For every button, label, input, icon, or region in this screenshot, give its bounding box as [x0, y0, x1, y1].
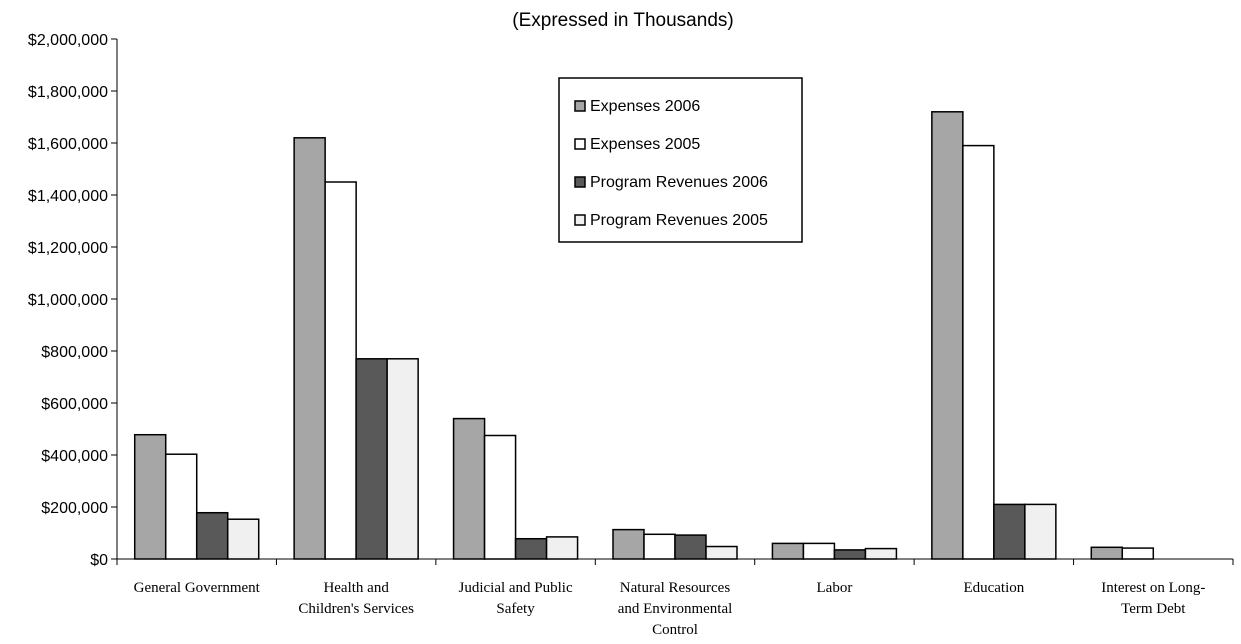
x-tick-label-line: Term Debt: [1121, 601, 1186, 617]
legend-label: Program Revenues 2005: [590, 212, 768, 229]
bar-program-revenues-2005: [705, 545, 738, 560]
y-tick-label: $0: [90, 552, 108, 569]
y-tick-label: $1,200,000: [28, 240, 108, 257]
y-tick-label: $1,600,000: [28, 136, 108, 153]
x-tick-label: Natural Resources and Environmental Contro…: [618, 580, 733, 638]
x-tick-label-line: General Government: [134, 580, 261, 596]
legend-swatch: [574, 176, 586, 188]
bar-program-revenues-2005: [226, 518, 260, 560]
x-tick-label: Interest on Long- Term Debt: [1101, 580, 1205, 617]
bar-program-revenues-2006: [195, 511, 229, 560]
bar-expenses-2005: [324, 181, 357, 560]
axes: [116, 39, 1233, 560]
x-tick-label: General Government: [134, 580, 261, 596]
x-tick-label-line: Control: [652, 622, 698, 638]
x-tick-label-line: Education: [963, 580, 1024, 596]
bar-expenses-2006: [293, 137, 326, 560]
bar-expenses-2005: [643, 533, 676, 560]
y-tick-label: $600,000: [41, 396, 108, 413]
bar-expenses-2005: [962, 144, 995, 560]
x-tick-label-line: Labor: [817, 580, 853, 596]
x-tick-label: Judicial and Public Safety: [458, 580, 572, 617]
legend-label: Program Revenues 2006: [590, 174, 768, 191]
y-tick-label: $800,000: [41, 344, 108, 361]
bar-program-revenues-2006: [674, 534, 707, 560]
bar-expenses-2006: [771, 542, 805, 560]
x-tick-label-line: Interest on Long-: [1101, 580, 1205, 596]
y-tick-label: $2,000,000: [28, 32, 108, 49]
x-tick-label-line: and Environmental: [618, 601, 733, 617]
x-tick-label-line: Natural Resources: [620, 580, 731, 596]
legend-swatch: [574, 138, 586, 150]
bar-program-revenues-2006: [993, 503, 1026, 560]
bar-expenses-2006: [931, 111, 964, 560]
bar-program-revenues-2005: [545, 536, 579, 560]
legend: Expenses 2006 Expenses 2005 Program Revenu…: [558, 77, 803, 243]
x-tick-label: Labor: [817, 580, 853, 596]
bar-expenses-2006: [452, 417, 486, 560]
legend-label: Expenses 2006: [590, 98, 700, 115]
bars-group: [133, 111, 1155, 560]
x-tick-label: Health and Children's Services: [298, 580, 414, 617]
bar-program-revenues-2006: [514, 537, 548, 560]
legend-label: Expenses 2005: [590, 136, 700, 153]
chart-title: (Expressed in Thousands): [512, 10, 733, 31]
x-axis-ticks: General Government Health and Children's S…: [116, 559, 1234, 638]
x-tick-label-line: Health and: [323, 580, 389, 596]
bar-expenses-2005: [483, 434, 517, 560]
y-tick-label: $200,000: [41, 500, 108, 517]
bar-program-revenues-2006: [355, 358, 388, 560]
bar-expenses-2005: [164, 453, 198, 560]
y-axis-ticks: $0 $200,000 $400,000 $600,000 $800,000 $1,000…: [28, 32, 117, 569]
x-tick-label-line: Safety: [496, 601, 535, 617]
bar-expenses-2006: [133, 433, 167, 560]
x-tick-label-line: Children's Services: [298, 601, 414, 617]
bar-program-revenues-2005: [1024, 503, 1057, 560]
y-tick-label: $1,800,000: [28, 84, 108, 101]
legend-swatch: [574, 100, 586, 112]
y-tick-label: $1,400,000: [28, 188, 108, 205]
bar-expenses-2006: [612, 528, 645, 560]
legend-swatch: [574, 214, 586, 226]
bar-program-revenues-2006: [833, 549, 867, 560]
y-tick-label: $400,000: [41, 448, 108, 465]
x-tick-label: Education: [963, 580, 1024, 596]
bar-expenses-2005: [802, 542, 836, 560]
y-tick-label: $1,000,000: [28, 292, 108, 309]
bar-expenses-2006: [1090, 546, 1124, 560]
x-tick-label-line: Judicial and Public: [458, 580, 572, 596]
bar-program-revenues-2005: [864, 547, 898, 560]
legend-box: [558, 77, 803, 243]
bar-expenses-2005: [1121, 547, 1155, 560]
bar-program-revenues-2005: [386, 358, 419, 560]
